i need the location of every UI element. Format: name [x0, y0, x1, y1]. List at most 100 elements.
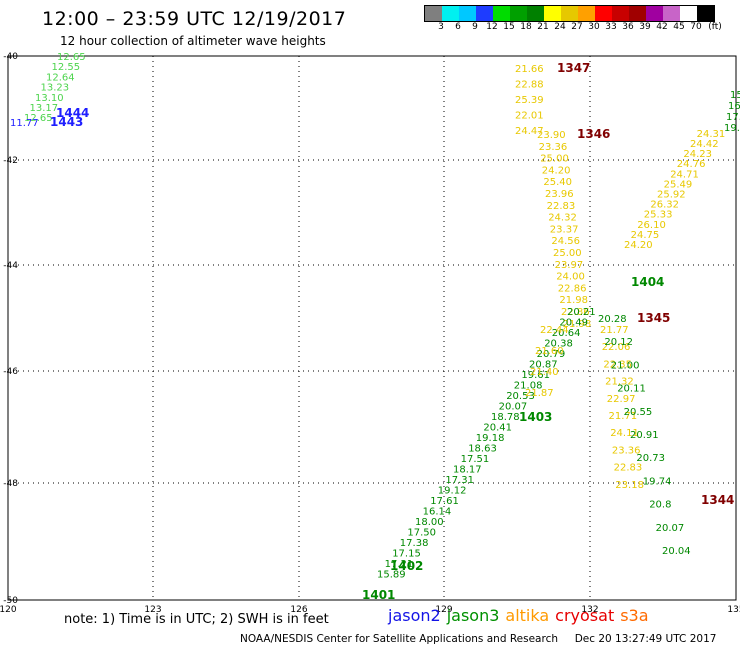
swh-value: 16.14: [423, 507, 452, 518]
orbit-label: 1401: [362, 588, 395, 602]
colorbar-label: 45: [673, 22, 685, 32]
lon-tick-label: 135: [727, 605, 740, 615]
colorbar-swatch: [493, 6, 510, 21]
orbit-label: 1345: [637, 311, 670, 325]
swh-value: 20.04: [662, 546, 691, 557]
swh-value: 22.88: [515, 80, 544, 91]
swh-value: 17.31: [445, 475, 474, 486]
map-frame: [7, 55, 737, 601]
swh-value: 22.83: [614, 463, 643, 474]
colorbar-label: 12: [486, 22, 498, 32]
swh-value: 15.89: [377, 570, 406, 581]
swh-value: 24.23: [683, 149, 712, 160]
satellite-legend: jason2 jason3 altika cryosat s3a: [388, 606, 655, 625]
orbit-label: 1344: [701, 493, 734, 507]
swh-value: 20.07: [499, 402, 528, 413]
colorbar-label: 21: [537, 22, 549, 32]
swh-value: 24.20: [624, 240, 653, 251]
swh-value: 20.79: [537, 349, 566, 360]
swh-value: 23.96: [545, 189, 574, 200]
swh-value: 12.65: [57, 52, 86, 63]
colorbar-swatch: [527, 6, 544, 21]
colorbar-swatch: [595, 6, 612, 21]
colorbar-label: 27: [571, 22, 583, 32]
chart-title: 12:00 – 23:59 UTC 12/19/2017: [42, 8, 347, 30]
swh-value: 22.35: [603, 359, 632, 370]
colorbar-swatch: [425, 6, 442, 21]
swh-value: 25.40: [543, 177, 572, 188]
swh-value: 19.61: [521, 370, 550, 381]
swh-value: 21.66: [515, 64, 544, 75]
colorbar-swatch: [561, 6, 578, 21]
swh-value: 24.75: [631, 230, 660, 241]
swh-value: 21.87: [525, 388, 554, 399]
swh-value: 20.64: [552, 328, 581, 339]
orbit-label: 1403: [519, 410, 552, 424]
swh-value: 22.44: [540, 325, 569, 336]
swh-value: 20.87: [529, 360, 558, 371]
lat-tick-label: -46: [3, 367, 18, 377]
legend-item-jason3: jason3: [446, 606, 500, 625]
swh-value: 21.08: [514, 381, 543, 392]
swh-value: 18.00: [415, 517, 444, 528]
swh-value: 18.17: [453, 465, 482, 476]
swh-value: 24.47: [515, 126, 544, 137]
swh-value: 17.51: [461, 454, 490, 465]
swh-value: 22.86: [561, 307, 590, 318]
colorbar-labels: 3 6 9 12 15 18 21 24 27 30 33 36 39 42 45 70 (ft): [424, 22, 724, 34]
colorbar-swatch: [629, 6, 646, 21]
swh-value: 21.00: [611, 360, 640, 371]
swh-value: 20.28: [598, 314, 627, 325]
lon-tick-label: 129: [435, 605, 452, 615]
swh-value: 22.83: [547, 201, 576, 212]
colorbar-label: 6: [455, 22, 461, 32]
swh-value: 25.49: [664, 179, 693, 190]
swh-value: 24.42: [690, 139, 719, 150]
swh-value: 21.40: [530, 367, 559, 378]
swh-value: 20.8: [649, 500, 671, 511]
swh-value: 20.38: [544, 339, 573, 350]
swh-value: 13.23: [41, 83, 70, 94]
orbit-label: 1402: [390, 559, 423, 573]
orbit-label: 1443: [50, 115, 83, 129]
credit-text: NOAA/NESDIS Center for Satellite Applica…: [240, 633, 558, 645]
units-note: note: 1) Time is in UTC; 2) SWH is in fe…: [64, 612, 329, 627]
swh-value: 25.39: [515, 95, 544, 106]
swh-value: 22.86: [558, 283, 587, 294]
swh-value: 20.91: [630, 430, 659, 441]
colorbar-swatch: [680, 6, 697, 21]
colorbar-unit: (ft): [708, 22, 722, 32]
lat-tick-label: -40: [3, 52, 18, 62]
swh-value: 23.36: [612, 445, 641, 456]
colorbar-swatch: [612, 6, 629, 21]
colorbar-label: 30: [588, 22, 600, 32]
lon-tick-label: 132: [581, 605, 598, 615]
swh-value: 19.12: [438, 486, 467, 497]
colorbar-label: 36: [622, 22, 634, 32]
swh-value: 13.17: [30, 103, 59, 114]
colorbar-label: 70: [690, 22, 702, 32]
colorbar-label: 33: [605, 22, 617, 32]
credit-line: NOAA/NESDIS Center for Satellite Applica…: [240, 633, 716, 645]
colorbar-swatch: [442, 6, 459, 21]
swh-value: 24.11: [610, 428, 639, 439]
swh-value: 18.78: [491, 412, 520, 423]
swh-value: 16.8: [728, 101, 740, 112]
swh-value: 20.07: [656, 523, 685, 534]
colorbar-label: 15: [503, 22, 515, 32]
colorbar-swatch: [476, 6, 493, 21]
swh-value: 12.55: [52, 62, 81, 73]
colorbar-swatch: [697, 6, 714, 21]
swh-value: 19.18: [476, 433, 505, 444]
swh-value: 23.36: [539, 142, 568, 153]
swh-value: 24.76: [677, 159, 706, 170]
lat-tick-label: -50: [3, 596, 18, 606]
swh-value: 20.73: [636, 453, 665, 464]
swh-value: 12.64: [46, 72, 75, 83]
swh-value: 25.00: [540, 154, 569, 165]
colorbar-label: 24: [554, 22, 566, 32]
swh-value: 21.98: [559, 295, 588, 306]
swh-value: 21.98: [563, 319, 592, 330]
chart-subtitle: 12 hour collection of altimeter wave hei…: [60, 34, 326, 48]
